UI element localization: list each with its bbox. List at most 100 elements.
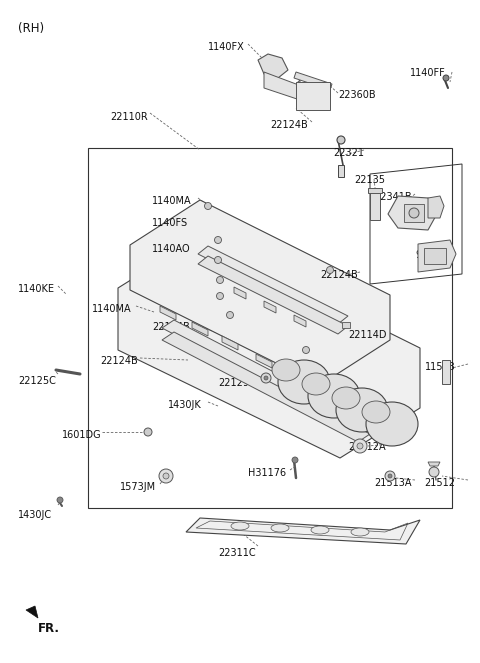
Bar [296,82,330,110]
Polygon shape [198,256,348,334]
Ellipse shape [351,528,369,536]
Circle shape [409,208,419,218]
Text: 1140AO: 1140AO [152,244,191,254]
Polygon shape [428,462,440,466]
Circle shape [216,292,224,300]
Ellipse shape [278,360,330,404]
Text: 22125C: 22125C [18,376,56,386]
Ellipse shape [336,388,388,432]
Text: 11533: 11533 [425,362,456,372]
Text: H31176: H31176 [248,468,286,478]
Text: 22124B: 22124B [320,270,358,280]
Bar [404,204,424,222]
Ellipse shape [332,387,360,409]
Circle shape [227,312,233,318]
Polygon shape [264,301,276,313]
Polygon shape [388,196,438,230]
Text: 1140KE: 1140KE [18,284,55,294]
Text: 22124B: 22124B [100,356,138,366]
Polygon shape [162,320,370,430]
Circle shape [216,276,224,284]
Bar [88,148,452,508]
Ellipse shape [362,401,390,423]
Text: 22112A: 22112A [348,442,385,452]
Text: 21513A: 21513A [374,478,411,488]
Circle shape [204,202,212,210]
Text: 22321: 22321 [333,148,364,158]
Bar [370,192,380,220]
Polygon shape [186,518,420,544]
Ellipse shape [366,402,418,446]
Text: 1140MA: 1140MA [152,196,192,206]
Circle shape [385,471,395,481]
Text: 1430JK: 1430JK [168,400,202,410]
Text: 22124B: 22124B [270,120,308,130]
Polygon shape [160,306,176,320]
Circle shape [443,75,449,81]
Circle shape [159,469,173,483]
Circle shape [215,237,221,243]
Text: 22360B: 22360B [338,90,376,100]
Ellipse shape [271,524,289,532]
Circle shape [292,457,298,463]
Polygon shape [258,54,288,78]
Circle shape [144,428,152,436]
Text: 91932U: 91932U [415,250,453,260]
Circle shape [337,136,345,144]
Text: 22129: 22129 [218,378,249,388]
Circle shape [326,267,334,274]
Text: 22114D: 22114D [348,330,386,340]
Circle shape [302,347,310,353]
Polygon shape [222,336,238,350]
Bar [338,165,344,177]
Circle shape [353,439,367,453]
Polygon shape [162,332,370,442]
Polygon shape [118,238,420,458]
Bar [424,248,446,264]
Text: 1140MA: 1140MA [92,304,132,314]
Text: 1573JM: 1573JM [120,482,156,492]
Text: 22124B: 22124B [152,322,190,332]
Polygon shape [234,287,246,299]
Text: 1140FF: 1140FF [410,68,446,78]
Ellipse shape [272,359,300,381]
Text: 1140FX: 1140FX [208,42,245,52]
Text: 22135: 22135 [354,175,385,185]
Ellipse shape [308,374,360,418]
Text: 22113A: 22113A [348,422,385,432]
Polygon shape [264,72,300,100]
Circle shape [388,474,392,478]
Polygon shape [428,196,444,218]
Bar [368,188,382,193]
Polygon shape [294,72,332,90]
Bar [342,322,350,328]
Text: 22311C: 22311C [218,548,256,558]
Text: 1430JC: 1430JC [18,510,52,520]
Polygon shape [256,354,272,368]
Circle shape [261,373,271,383]
Ellipse shape [302,373,330,395]
Circle shape [429,467,439,477]
Text: 21512: 21512 [424,478,455,488]
Polygon shape [192,322,208,336]
Text: (RH): (RH) [18,22,44,35]
Polygon shape [198,246,348,324]
Polygon shape [294,315,306,327]
Circle shape [57,497,63,503]
Circle shape [357,443,363,449]
Text: FR.: FR. [38,622,60,635]
Ellipse shape [311,526,329,534]
Circle shape [163,473,169,479]
Text: 1140FS: 1140FS [152,218,188,228]
Text: 22341B: 22341B [374,192,412,202]
Text: 1601DG: 1601DG [62,430,102,440]
Bar [442,360,450,384]
Polygon shape [26,606,38,618]
Ellipse shape [231,522,249,530]
Circle shape [215,257,221,263]
Text: 22110R: 22110R [110,112,148,122]
Polygon shape [418,240,456,272]
Circle shape [375,415,381,421]
Circle shape [264,376,268,380]
Polygon shape [130,200,390,385]
